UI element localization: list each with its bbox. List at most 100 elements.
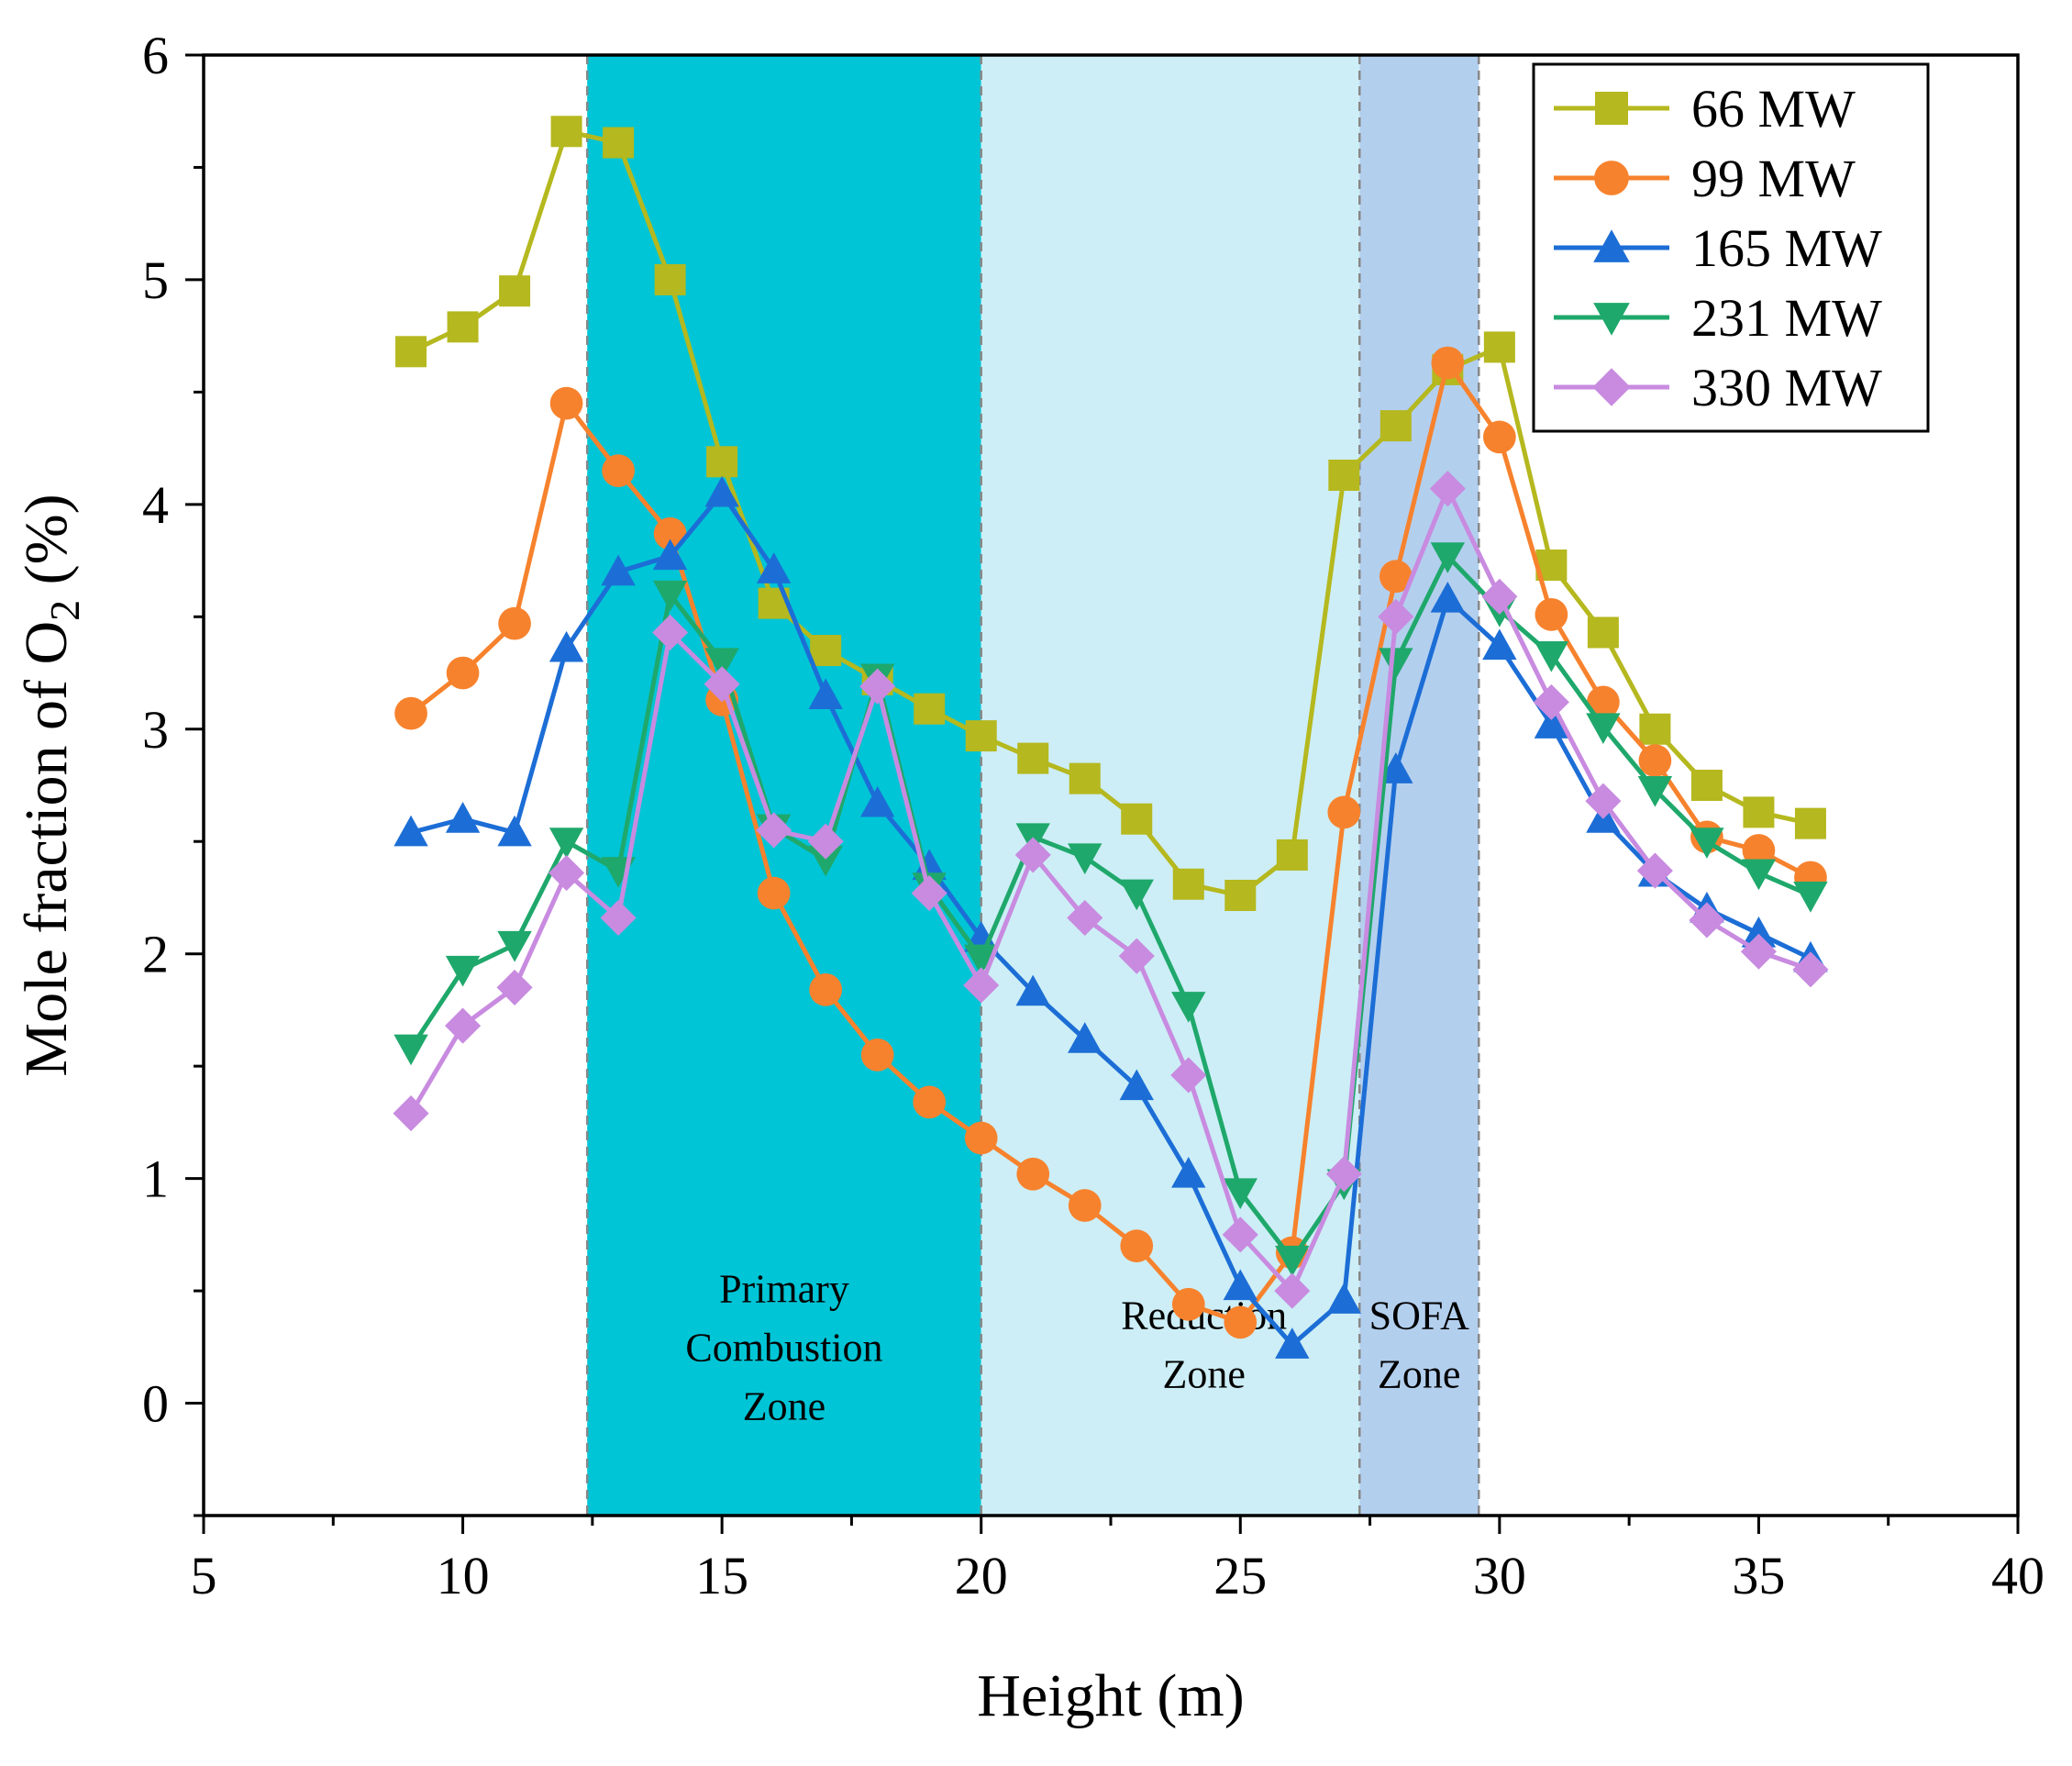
data-point xyxy=(1587,616,1619,649)
data-point xyxy=(499,275,531,307)
x-axis-title: Height (m) xyxy=(977,1662,1244,1729)
data-point xyxy=(1328,460,1360,492)
y-tick-label: 3 xyxy=(142,700,169,760)
data-point xyxy=(807,823,844,860)
data-point xyxy=(1224,880,1257,912)
data-point xyxy=(859,785,895,817)
data-point xyxy=(548,827,584,859)
data-point xyxy=(1068,1022,1102,1053)
data-point xyxy=(1171,992,1206,1023)
data-point xyxy=(756,552,792,583)
data-point xyxy=(1379,752,1413,783)
legend-label: 99 MW xyxy=(1691,149,1856,208)
legend-label: 66 MW xyxy=(1691,79,1856,139)
data-point xyxy=(1690,827,1724,859)
x-tick-label: 15 xyxy=(695,1546,748,1605)
legend-item-165-mw: 165 MW xyxy=(1554,218,1882,278)
y-tick-label: 4 xyxy=(142,475,169,535)
data-point xyxy=(1120,1229,1154,1262)
data-point xyxy=(447,311,479,343)
data-point xyxy=(1637,775,1673,807)
data-point xyxy=(913,1085,947,1119)
data-point xyxy=(654,263,686,295)
data-point xyxy=(446,656,480,690)
data-point xyxy=(1119,879,1154,911)
zone-label-reduction-zone: Zone xyxy=(1163,1352,1246,1397)
data-point xyxy=(653,516,687,550)
data-point xyxy=(1121,803,1153,835)
data-point xyxy=(808,678,843,709)
data-point xyxy=(808,845,843,877)
data-point xyxy=(1118,938,1155,974)
data-point xyxy=(1015,974,1050,1006)
data-point xyxy=(1743,796,1775,828)
y-tick-label: 2 xyxy=(142,925,169,984)
x-tick-label: 40 xyxy=(1991,1546,2044,1605)
data-point xyxy=(1327,795,1361,829)
data-point xyxy=(914,693,946,725)
data-point xyxy=(1326,1283,1362,1314)
x-tick-label: 5 xyxy=(191,1546,217,1605)
data-point xyxy=(1379,560,1413,594)
legend-marker xyxy=(1595,92,1628,125)
data-point xyxy=(1172,868,1204,900)
data-point xyxy=(1068,843,1102,875)
data-point xyxy=(1639,713,1671,745)
data-point xyxy=(860,1038,894,1072)
data-point xyxy=(497,930,532,962)
legend-item-231-mw: 231 MW xyxy=(1554,288,1882,348)
data-point xyxy=(704,648,739,679)
y-axis-title: Mole fraction of O2 (%) xyxy=(13,494,88,1076)
data-point xyxy=(912,849,947,881)
data-point xyxy=(393,1034,428,1066)
legend-label: 231 MW xyxy=(1691,288,1882,348)
data-point xyxy=(1690,770,1723,801)
data-point xyxy=(1792,951,1829,988)
data-point xyxy=(548,630,584,662)
data-point xyxy=(652,580,688,612)
x-tick-label: 25 xyxy=(1213,1546,1267,1605)
data-point xyxy=(1430,542,1466,573)
series-99-mw xyxy=(394,346,1827,1339)
data-point xyxy=(1171,1287,1205,1321)
data-point xyxy=(550,116,582,148)
x-tick-label: 35 xyxy=(1732,1546,1785,1605)
data-point xyxy=(393,815,428,847)
zone-label-primary-combustion-zone: Zone xyxy=(743,1383,825,1428)
series-line-165-mw xyxy=(410,491,1812,1348)
legend-marker xyxy=(1594,161,1629,195)
data-point xyxy=(1171,1157,1206,1188)
data-point xyxy=(704,475,739,507)
data-point xyxy=(1223,1269,1258,1301)
data-point xyxy=(1069,762,1101,794)
data-point xyxy=(1534,707,1569,739)
y-tick-label: 5 xyxy=(142,250,169,310)
legend-item-330-mw: 330 MW xyxy=(1554,358,1882,417)
data-point xyxy=(1224,1305,1258,1339)
data-point xyxy=(1483,331,1515,363)
legend-item-99-mw: 99 MW xyxy=(1554,149,1856,208)
data-point xyxy=(911,875,947,912)
legend-label: 165 MW xyxy=(1691,218,1882,278)
data-point xyxy=(395,336,427,368)
data-point xyxy=(1535,598,1568,631)
zone-label-primary-combustion-zone: Primary xyxy=(719,1266,849,1311)
data-point xyxy=(1379,648,1413,679)
data-point xyxy=(1533,683,1569,720)
data-point xyxy=(1223,1178,1258,1210)
data-point xyxy=(600,899,637,937)
data-point xyxy=(704,666,740,703)
data-point xyxy=(393,1095,429,1132)
data-point xyxy=(1222,1216,1258,1253)
series-line-99-mw xyxy=(409,361,1812,1325)
data-point xyxy=(1016,1157,1050,1191)
data-point xyxy=(498,606,531,640)
data-point xyxy=(1742,834,1776,867)
legend-marker xyxy=(1593,229,1630,262)
data-point xyxy=(1067,899,1103,937)
data-point xyxy=(1740,933,1777,970)
data-point xyxy=(859,668,896,705)
data-point xyxy=(1587,685,1620,719)
data-point xyxy=(1325,1156,1362,1193)
